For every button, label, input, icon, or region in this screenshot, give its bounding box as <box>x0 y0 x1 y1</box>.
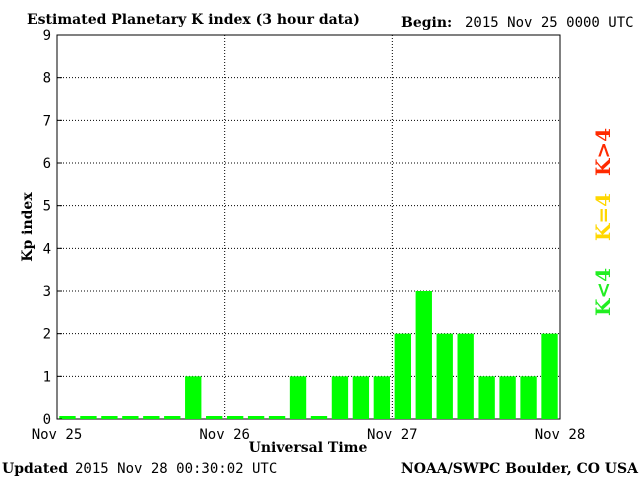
x-tick-label: Nov 28 <box>535 427 586 443</box>
kp-bar <box>101 416 118 419</box>
y-tick-label: 4 <box>43 241 51 257</box>
kp-bar <box>247 416 265 419</box>
y-tick-label: 3 <box>43 284 51 300</box>
updated-label: Updated <box>2 461 68 477</box>
kp-bar <box>164 416 181 419</box>
kp-bar <box>499 376 516 419</box>
y-tick-label: 2 <box>43 327 51 343</box>
updated-value: 2015 Nov 28 00:30:02 UTC <box>75 461 277 477</box>
x-axis-ticks: Nov 25 Nov 26 Nov 27 Nov 28 <box>32 427 586 443</box>
legend-high: K>4 <box>591 128 615 176</box>
begin-value: 2015 Nov 25 0000 UTC <box>465 15 634 31</box>
kp-bar <box>122 416 139 419</box>
kp-bar <box>289 376 307 419</box>
y-tick-label: 6 <box>43 156 51 172</box>
kp-bar <box>268 416 286 419</box>
begin-label: Begin: <box>401 15 452 31</box>
y-tick-label: 5 <box>43 199 51 215</box>
legend-low: K<4 <box>591 268 615 316</box>
kp-bar <box>310 416 328 419</box>
y-tick-label: 0 <box>43 412 51 428</box>
x-tick-label: Nov 26 <box>199 427 250 443</box>
grid <box>57 35 560 419</box>
kp-bar <box>373 376 391 419</box>
kp-bar <box>80 416 97 419</box>
legend-mid: K=4 <box>591 193 615 241</box>
kp-bar <box>394 333 411 419</box>
x-tick-label: Nov 27 <box>367 427 418 443</box>
y-axis-ticks: 0 1 2 3 4 5 6 7 8 9 <box>43 28 62 428</box>
kp-bar <box>436 333 453 419</box>
kp-bar <box>457 333 474 419</box>
source-credit: NOAA/SWPC Boulder, CO USA <box>401 461 639 477</box>
kp-bar <box>206 416 223 419</box>
kp-bar <box>520 376 537 419</box>
kp-bar <box>415 291 432 419</box>
bars <box>59 291 558 419</box>
x-tick-label: Nov 25 <box>32 427 83 443</box>
kp-bar <box>226 416 244 419</box>
y-tick-label: 8 <box>43 71 51 87</box>
kp-bar <box>59 416 76 419</box>
plot-frame <box>56 34 561 420</box>
kp-bar <box>541 333 558 419</box>
kp-bar <box>331 376 349 419</box>
y-axis-label: Kp index <box>20 192 36 262</box>
chart-title: Estimated Planetary K index (3 hour data… <box>27 12 360 28</box>
y-tick-label: 1 <box>43 369 51 385</box>
kp-bar <box>478 376 495 419</box>
kp-bar <box>352 376 370 419</box>
y-tick-label: 7 <box>43 113 51 129</box>
kp-bar <box>185 376 202 419</box>
x-axis-label: Universal Time <box>249 440 368 456</box>
y-tick-label: 9 <box>43 28 51 44</box>
kp-bar <box>143 416 160 419</box>
